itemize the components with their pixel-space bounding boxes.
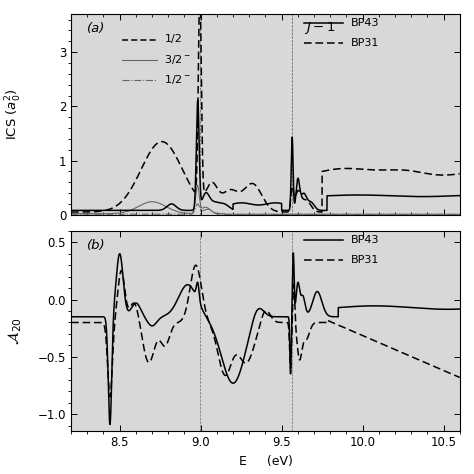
Text: (a): (a): [87, 22, 105, 35]
Text: BP31: BP31: [351, 38, 379, 48]
Text: BP43: BP43: [351, 235, 380, 245]
Text: 3/2$^-$: 3/2$^-$: [164, 53, 191, 66]
Text: BP31: BP31: [351, 255, 379, 265]
Text: BP43: BP43: [351, 18, 380, 28]
Text: $J-1$: $J-1$: [304, 20, 336, 36]
Text: (b): (b): [87, 239, 105, 252]
X-axis label: E     (eV): E (eV): [238, 455, 292, 468]
Y-axis label: $\mathcal{A}_{20}$: $\mathcal{A}_{20}$: [7, 317, 25, 345]
Text: 1/2$^-$: 1/2$^-$: [164, 73, 191, 86]
Y-axis label: ICS ($a_0^2$): ICS ($a_0^2$): [4, 89, 25, 140]
Text: 1/2: 1/2: [164, 34, 182, 44]
